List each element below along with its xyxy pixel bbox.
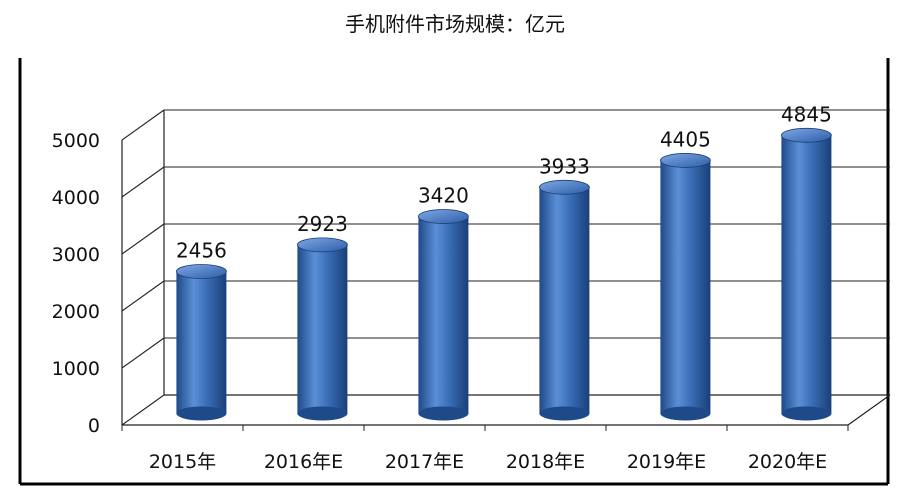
bar: [296, 237, 348, 421]
bar-body: [176, 271, 227, 414]
y-tick-label: 0: [88, 415, 100, 437]
floor-right-edge: [847, 394, 891, 426]
bar: [417, 209, 469, 421]
gridline-diagonal: [121, 337, 165, 369]
bar-body: [297, 244, 348, 414]
x-tick-label: 2019年E: [627, 451, 706, 473]
bar-base: [176, 406, 227, 421]
bar-top: [539, 179, 590, 195]
bar-body: [418, 216, 469, 414]
bar-top: [296, 237, 348, 253]
gridline-diagonal: [121, 109, 165, 141]
y-tick-label: 4000: [52, 187, 100, 209]
bar-top: [175, 264, 227, 279]
chart-title: 手机附件市场规模：亿元: [345, 12, 565, 36]
data-label: 4845: [781, 102, 832, 126]
y-tick-label: 5000: [52, 130, 100, 152]
bar-base: [297, 406, 348, 421]
bar-base: [418, 406, 469, 421]
x-tick-label: 2017年E: [385, 451, 464, 473]
bar-body: [781, 135, 832, 414]
y-tick-labels: 0 1000 2000 3000 4000 5000: [52, 130, 100, 437]
gridline-diagonal: [121, 166, 165, 198]
bar-base: [781, 406, 832, 421]
bar: [175, 264, 227, 421]
bar-top: [417, 209, 469, 224]
y-tick-label: 1000: [52, 358, 100, 380]
gridlines: [121, 109, 890, 426]
data-label: 4405: [660, 127, 711, 151]
data-label: 2456: [176, 239, 227, 263]
bar: [539, 179, 590, 421]
bar-body: [539, 187, 590, 414]
data-label: 3933: [539, 154, 590, 178]
gridline-diagonal: [121, 223, 165, 255]
x-tick-label: 2016年E: [264, 451, 343, 473]
data-labels: 2456 2923 3420 3933 4405 4845: [176, 102, 832, 262]
bar: [781, 127, 832, 421]
bar-top: [660, 153, 711, 168]
bar-base: [660, 406, 711, 421]
bars: [175, 127, 832, 421]
bar-top: [781, 127, 832, 143]
gridline-diagonal: [121, 394, 165, 426]
y-tick-label: 3000: [52, 244, 100, 266]
bar-body: [660, 160, 711, 414]
axes: [121, 110, 891, 431]
gridline-diagonal: [121, 280, 165, 312]
x-tick-labels: 2015年 2016年E 2017年E 2018年E 2019年E 2020年E: [149, 451, 827, 473]
data-label: 3420: [418, 184, 469, 208]
data-label: 2923: [297, 212, 348, 236]
x-tick-label: 2020年E: [748, 451, 827, 473]
y-tick-label: 2000: [52, 301, 100, 323]
x-tick-label: 2018年E: [506, 451, 585, 473]
bar: [660, 153, 711, 421]
bar-base: [539, 406, 590, 421]
x-tick-label: 2015年: [149, 451, 216, 473]
